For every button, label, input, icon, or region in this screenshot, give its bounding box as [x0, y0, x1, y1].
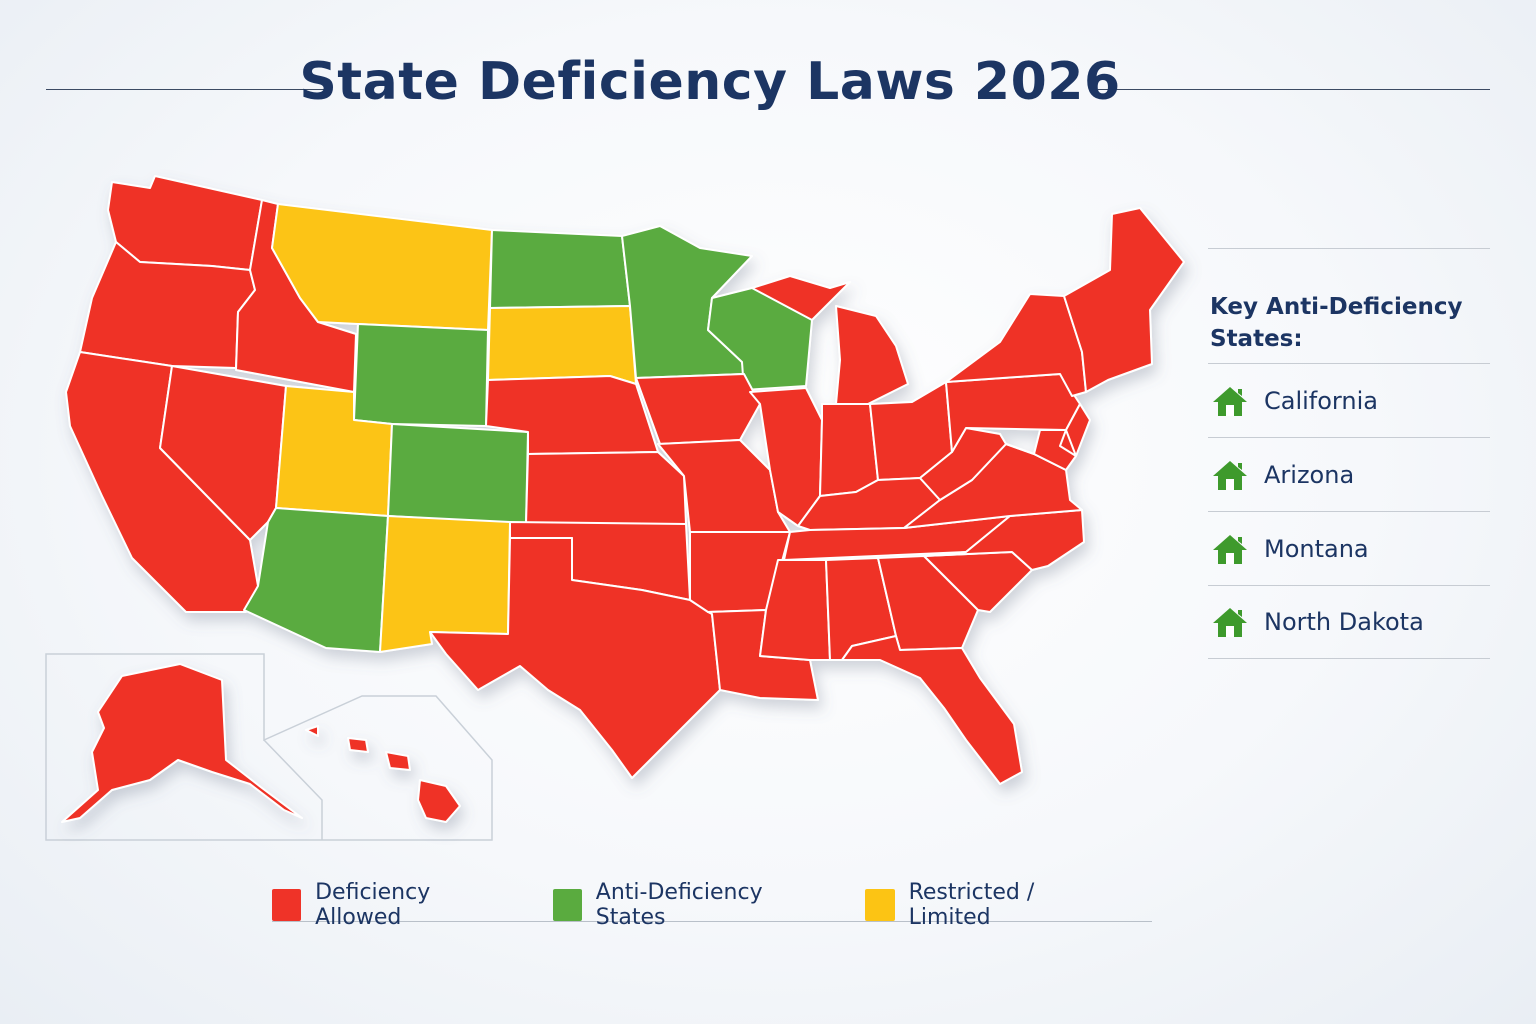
legend-label: Deficiency Allowed	[315, 880, 431, 930]
inset-frame	[45, 653, 493, 841]
title-rule-right	[1098, 89, 1490, 90]
house-icon	[1213, 386, 1247, 416]
state-MO	[657, 439, 791, 533]
legend-swatch	[552, 889, 582, 921]
state-northeast	[1005, 207, 1185, 471]
key-state-label: North Dakota	[1264, 608, 1424, 636]
state-KS	[525, 451, 687, 525]
state-IN	[819, 403, 879, 497]
inset-divider	[263, 739, 323, 840]
state-FL	[841, 635, 1023, 785]
key-state-north-dakota: North Dakota	[1208, 585, 1490, 659]
state-MI	[751, 275, 909, 405]
state-AK	[61, 663, 303, 823]
state-ND	[489, 229, 631, 309]
state-AZ	[243, 507, 389, 653]
page-title: State Deficiency Laws 2026	[299, 52, 1121, 112]
key-state-montana: Montana	[1208, 511, 1490, 585]
legend: Deficiency Allowed Anti-Deficiency State…	[272, 880, 1152, 930]
panel-heading: Key Anti-Deficiency States:	[1210, 294, 1463, 352]
state-IA	[635, 373, 761, 445]
house-icon	[1213, 534, 1247, 564]
state-HI	[305, 725, 461, 823]
legend-swatch	[272, 889, 302, 921]
house-icon	[1213, 608, 1247, 637]
legend-label: Anti-Deficiency States	[595, 880, 763, 930]
legend-item-deficiency-allowed: Deficiency Allowed	[272, 880, 505, 930]
key-state-label: Montana	[1264, 534, 1369, 563]
state-CO	[387, 423, 529, 525]
key-state-arizona: Arizona	[1208, 437, 1490, 511]
legend-swatch	[865, 889, 895, 921]
legend-item-anti-deficiency: Anti-Deficiency States	[552, 880, 818, 930]
state-WY	[353, 323, 489, 427]
key-state-california: California	[1208, 363, 1490, 437]
title-rule-left	[46, 89, 332, 90]
legend-item-restricted: Restricted / Limited	[865, 880, 1104, 930]
key-states-panel: Key Anti-Deficiency States: California A…	[1208, 248, 1490, 659]
house-icon	[1213, 460, 1247, 490]
panel-top-rule	[1208, 248, 1490, 249]
state-SD	[487, 305, 637, 385]
key-state-label: Arizona	[1264, 460, 1355, 489]
legend-label: Restricted / Limited	[908, 880, 1035, 930]
key-state-label: California	[1264, 386, 1378, 415]
state-TX	[429, 537, 721, 779]
